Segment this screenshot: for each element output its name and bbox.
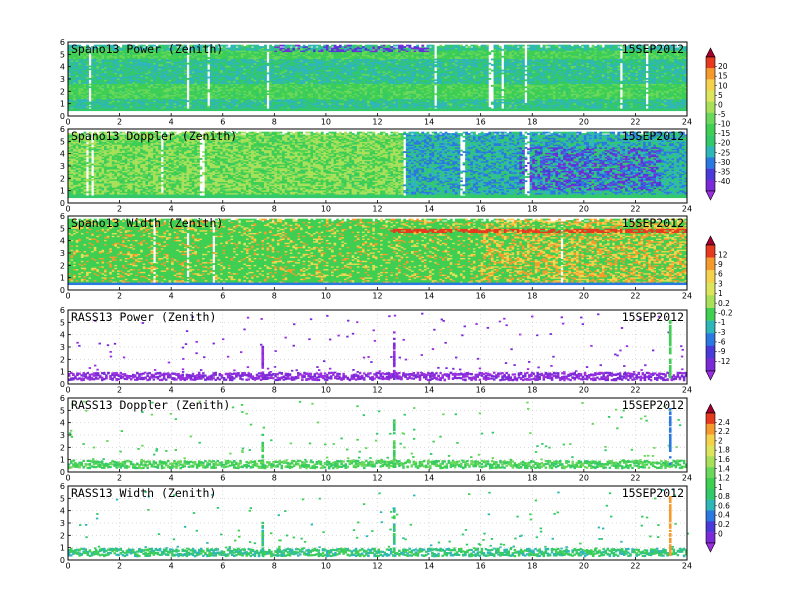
heat-cell bbox=[264, 45, 267, 47]
heat-cell bbox=[207, 60, 210, 62]
heat-cell bbox=[269, 45, 272, 47]
heat-cell bbox=[251, 47, 254, 49]
heat-cell bbox=[89, 84, 92, 86]
heat-cell bbox=[282, 47, 285, 49]
heat-cell bbox=[89, 78, 92, 80]
heat-cell bbox=[89, 68, 92, 70]
heat-cell bbox=[225, 47, 228, 49]
heat-cell bbox=[282, 45, 285, 47]
heat-cell bbox=[230, 45, 233, 47]
heat-cell bbox=[89, 102, 92, 104]
heat-cell bbox=[238, 45, 241, 47]
heat-cell bbox=[207, 57, 210, 59]
heat-cell bbox=[241, 45, 244, 47]
heat-cell bbox=[259, 46, 262, 48]
heat-cell bbox=[274, 45, 277, 47]
heat-cell bbox=[267, 90, 270, 92]
heat-cell bbox=[187, 63, 190, 65]
heat-cell bbox=[225, 45, 228, 47]
heat-cell bbox=[290, 45, 293, 47]
heat-cell bbox=[236, 47, 239, 49]
heat-cell bbox=[89, 106, 92, 108]
heat-cell bbox=[254, 45, 257, 47]
heat-cell bbox=[267, 49, 270, 51]
heat-cell bbox=[295, 45, 298, 47]
heat-cell bbox=[272, 46, 275, 48]
heat-cell bbox=[292, 45, 295, 47]
heat-cell bbox=[285, 45, 288, 47]
heat-cell bbox=[207, 70, 210, 72]
heat-cell bbox=[187, 78, 190, 80]
heat-cell bbox=[243, 46, 246, 48]
heat-cell bbox=[298, 45, 301, 47]
heat-cell bbox=[228, 47, 231, 49]
heat-cell bbox=[287, 45, 290, 47]
heat-cell bbox=[279, 47, 282, 49]
heat-cell bbox=[277, 45, 280, 47]
heat-cell bbox=[187, 100, 190, 102]
heat-cell bbox=[256, 45, 259, 47]
heat-cell bbox=[233, 45, 236, 47]
heat-cell bbox=[246, 45, 249, 47]
heat-cell bbox=[207, 106, 210, 108]
heat-cell bbox=[267, 72, 270, 74]
heat-cell bbox=[89, 86, 92, 88]
heat-cell bbox=[261, 46, 264, 48]
heat-cell bbox=[267, 63, 270, 65]
heat-cell bbox=[267, 81, 270, 83]
heat-cell bbox=[279, 45, 282, 47]
heat-cell bbox=[236, 45, 239, 47]
heat-cell bbox=[295, 47, 298, 49]
heat-cell bbox=[251, 45, 254, 47]
heat-cell bbox=[290, 47, 293, 49]
heat-cell bbox=[249, 45, 252, 47]
heat-cell bbox=[207, 77, 210, 79]
heat-cell bbox=[207, 89, 210, 91]
heat-cell bbox=[89, 66, 92, 68]
heat-cell bbox=[267, 93, 270, 95]
